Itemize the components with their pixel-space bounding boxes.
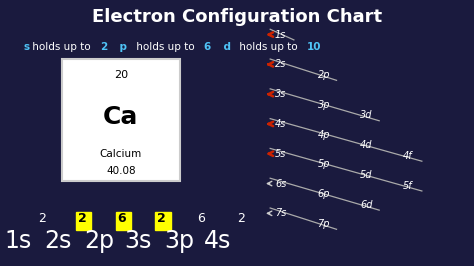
Text: 5p: 5p bbox=[318, 159, 330, 169]
Bar bbox=[155, 212, 171, 230]
Text: 1s: 1s bbox=[275, 30, 286, 40]
Bar bbox=[116, 212, 131, 230]
Text: 5f: 5f bbox=[403, 181, 412, 191]
Text: 3p: 3p bbox=[164, 229, 194, 253]
Text: p: p bbox=[105, 41, 128, 52]
Text: d: d bbox=[209, 41, 231, 52]
Text: Electron Configuration Chart: Electron Configuration Chart bbox=[92, 8, 382, 26]
Text: 6: 6 bbox=[118, 212, 126, 225]
Text: 2: 2 bbox=[237, 212, 245, 225]
Text: 3s: 3s bbox=[275, 89, 286, 99]
Text: 2s: 2s bbox=[275, 59, 286, 69]
Bar bbox=[76, 212, 91, 230]
Text: holds up to: holds up to bbox=[236, 41, 301, 52]
Text: 4s: 4s bbox=[275, 119, 286, 129]
Text: 1s: 1s bbox=[5, 229, 32, 253]
Text: 6d: 6d bbox=[360, 200, 373, 210]
Text: 7p: 7p bbox=[318, 219, 330, 229]
Text: 4f: 4f bbox=[403, 151, 412, 161]
Text: 6p: 6p bbox=[318, 189, 330, 199]
Text: 40.08: 40.08 bbox=[106, 166, 136, 176]
Bar bbox=[62, 59, 180, 181]
Text: 4d: 4d bbox=[360, 140, 373, 150]
Text: 20: 20 bbox=[114, 70, 128, 81]
Text: 3s: 3s bbox=[124, 229, 152, 253]
Text: 2: 2 bbox=[38, 212, 46, 225]
Text: 10: 10 bbox=[307, 41, 322, 52]
Text: holds up to: holds up to bbox=[133, 41, 198, 52]
Text: Ca: Ca bbox=[103, 105, 138, 129]
Text: 3p: 3p bbox=[318, 100, 330, 110]
Text: 2: 2 bbox=[100, 41, 107, 52]
Text: 6: 6 bbox=[203, 41, 211, 52]
Text: 6: 6 bbox=[197, 212, 205, 225]
Text: 6s: 6s bbox=[275, 178, 286, 189]
Text: 2: 2 bbox=[157, 212, 166, 225]
Text: 3d: 3d bbox=[360, 110, 373, 120]
Text: 4s: 4s bbox=[204, 229, 231, 253]
Text: 2p: 2p bbox=[84, 229, 114, 253]
Text: Calcium: Calcium bbox=[100, 149, 142, 159]
Text: 2: 2 bbox=[78, 212, 86, 225]
Text: 7s: 7s bbox=[275, 208, 286, 218]
Text: 2s: 2s bbox=[45, 229, 72, 253]
Text: holds up to: holds up to bbox=[29, 41, 94, 52]
Text: 5d: 5d bbox=[360, 170, 373, 180]
Text: 4p: 4p bbox=[318, 130, 330, 140]
Text: 5s: 5s bbox=[275, 149, 286, 159]
Text: 2p: 2p bbox=[318, 70, 330, 80]
Text: s: s bbox=[24, 41, 30, 52]
